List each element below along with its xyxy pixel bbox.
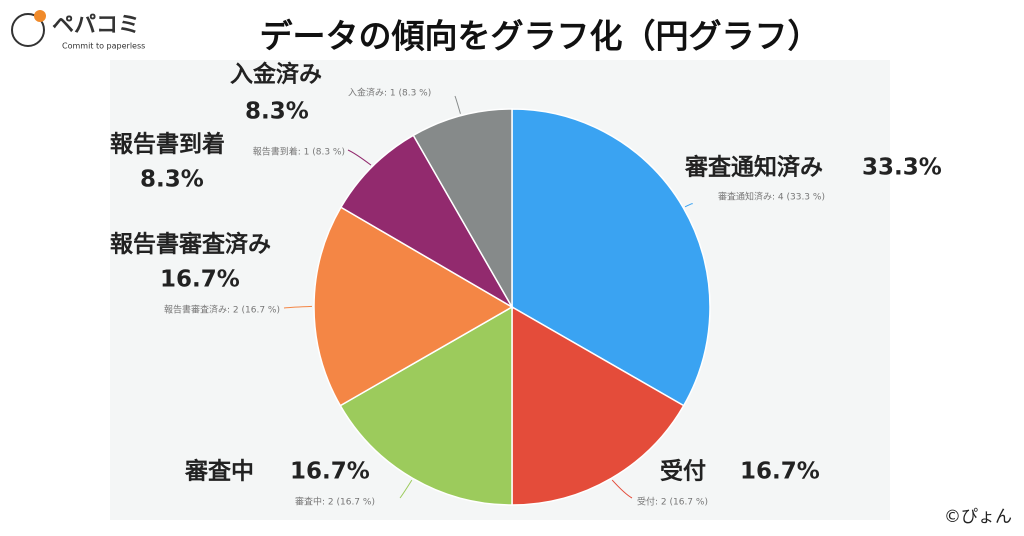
category-label: 報告書到着 xyxy=(110,131,225,158)
pie-slice xyxy=(511,108,711,407)
value-label: 33.3% xyxy=(862,155,942,181)
detail-label: 受付: 2 (16.7 %) xyxy=(637,496,708,508)
logo-icon xyxy=(11,13,45,47)
value-label: 8.3% xyxy=(245,99,309,125)
detail-label: 報告書到着: 1 (8.3 %) xyxy=(253,146,345,158)
leader-line xyxy=(611,479,633,499)
value-label: 16.7% xyxy=(740,459,820,485)
detail-label: 報告書審査済み: 2 (16.7 %) xyxy=(164,304,280,316)
detail-label: 審査通知済み: 4 (33.3 %) xyxy=(718,191,825,203)
value-label: 16.7% xyxy=(160,267,240,293)
category-label: 受付 xyxy=(660,458,706,485)
pie-slice xyxy=(511,305,685,506)
detail-label: 審査中: 2 (16.7 %) xyxy=(295,496,375,508)
category-label: 報告書審査済み xyxy=(110,231,271,258)
value-label: 8.3% xyxy=(140,167,204,193)
category-label: 審査中 xyxy=(184,458,254,485)
leader-line xyxy=(399,479,413,499)
pie-slice xyxy=(313,206,514,407)
credit: ©ぴょん xyxy=(944,507,1012,527)
leader-line xyxy=(454,95,461,114)
leader-line xyxy=(347,149,372,166)
leader-line xyxy=(684,203,693,208)
value-label: 16.7% xyxy=(290,459,370,485)
category-label: 審査通知済み xyxy=(684,154,823,181)
chart-title: データの傾向をグラフ化（円グラフ） xyxy=(260,17,821,56)
leader-line xyxy=(283,305,313,309)
brand-name: ペパコミ xyxy=(52,13,140,38)
pie-slice xyxy=(339,134,515,310)
category-label: 入金済み xyxy=(230,61,322,88)
pie-slice xyxy=(412,108,513,310)
brand-tagline: Commit to paperless xyxy=(62,42,145,51)
pie-slice xyxy=(339,305,513,506)
logo-dot xyxy=(34,10,46,22)
detail-label: 入金済み: 1 (8.3 %) xyxy=(348,87,431,99)
